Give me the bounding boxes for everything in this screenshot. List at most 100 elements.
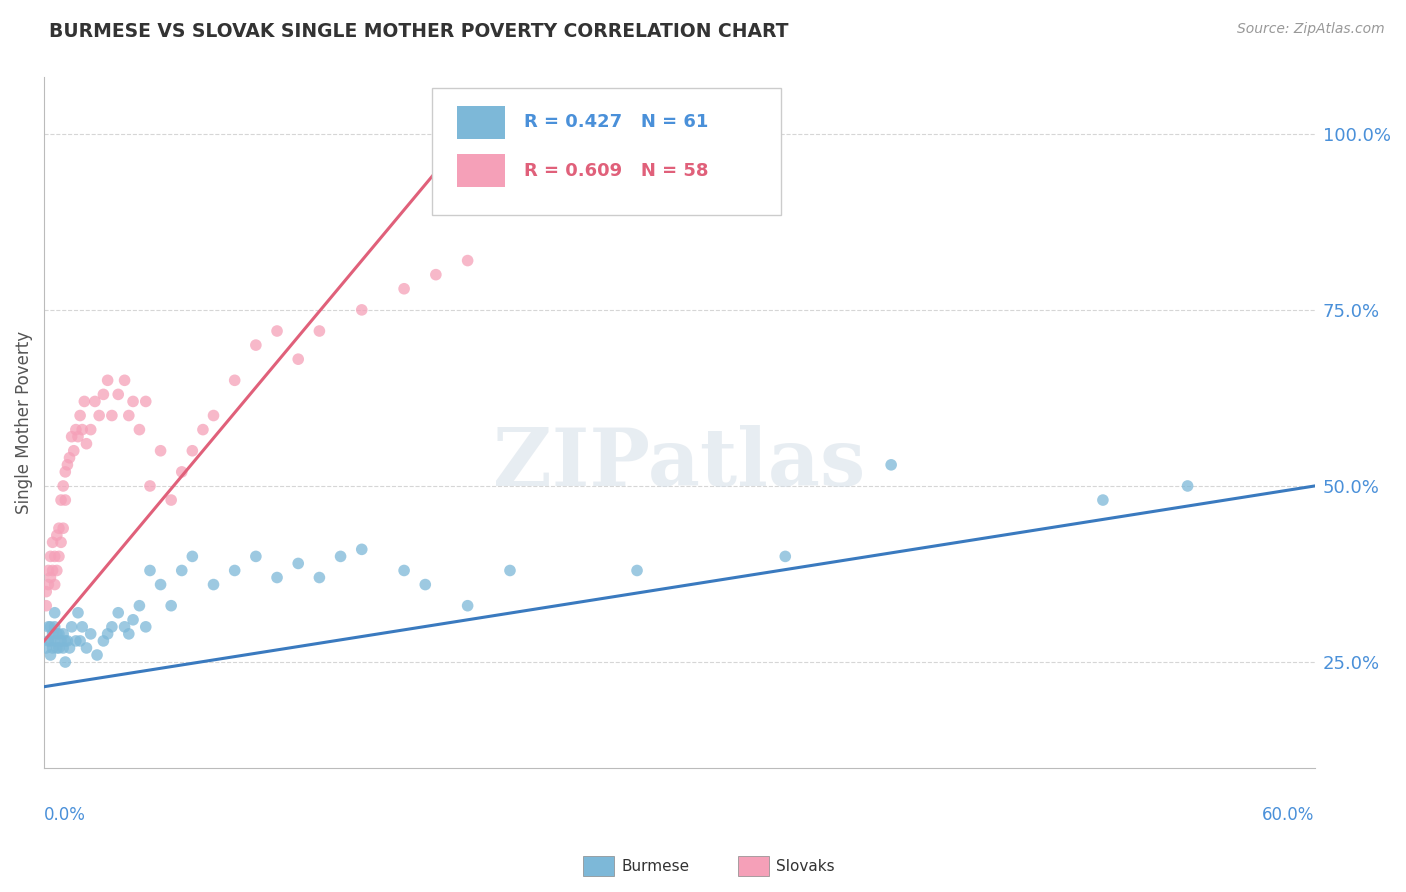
- Point: [48, 640, 70, 655]
- Point: [39, 570, 62, 584]
- Point: [114, 620, 136, 634]
- FancyBboxPatch shape: [457, 154, 505, 187]
- Point: [60, 430, 83, 444]
- Point: [80, 627, 103, 641]
- Point: [350, 302, 373, 317]
- Point: [1177, 479, 1199, 493]
- Point: [128, 599, 150, 613]
- Point: [350, 542, 373, 557]
- Point: [202, 577, 225, 591]
- Point: [266, 324, 288, 338]
- Point: [39, 549, 62, 564]
- Point: [308, 324, 330, 338]
- FancyBboxPatch shape: [432, 87, 782, 216]
- Point: [160, 493, 183, 508]
- Point: [107, 606, 129, 620]
- Point: [75, 436, 97, 450]
- Text: R = 0.427   N = 61: R = 0.427 N = 61: [524, 113, 709, 131]
- Point: [139, 479, 162, 493]
- Point: [160, 599, 183, 613]
- Point: [80, 423, 103, 437]
- Point: [58, 640, 80, 655]
- Text: 0.0%: 0.0%: [44, 805, 86, 823]
- Point: [56, 458, 79, 472]
- Point: [118, 627, 141, 641]
- Point: [170, 465, 193, 479]
- Point: [39, 634, 62, 648]
- Point: [37, 564, 59, 578]
- Point: [41, 564, 63, 578]
- Point: [97, 373, 120, 387]
- Point: [60, 620, 83, 634]
- Point: [45, 640, 67, 655]
- Point: [224, 373, 246, 387]
- Point: [245, 338, 267, 352]
- Point: [35, 584, 58, 599]
- Point: [122, 613, 145, 627]
- Point: [69, 634, 91, 648]
- Point: [49, 535, 72, 549]
- Point: [101, 409, 124, 423]
- Point: [308, 570, 330, 584]
- Text: Slovaks: Slovaks: [776, 859, 835, 873]
- Point: [62, 443, 84, 458]
- Point: [45, 627, 67, 641]
- Point: [39, 620, 62, 634]
- Point: [45, 528, 67, 542]
- Point: [329, 549, 352, 564]
- Point: [287, 557, 309, 571]
- Point: [52, 627, 75, 641]
- Point: [53, 655, 76, 669]
- Point: [35, 599, 58, 613]
- Point: [181, 549, 204, 564]
- Point: [53, 493, 76, 508]
- Point: [52, 521, 75, 535]
- Point: [44, 634, 66, 648]
- Point: [89, 409, 111, 423]
- Point: [48, 549, 70, 564]
- Point: [392, 564, 415, 578]
- Point: [135, 620, 157, 634]
- Point: [52, 479, 75, 493]
- Point: [37, 577, 59, 591]
- Point: [41, 640, 63, 655]
- Point: [48, 521, 70, 535]
- Point: [66, 430, 89, 444]
- Point: [191, 423, 214, 437]
- Point: [37, 634, 59, 648]
- Point: [114, 373, 136, 387]
- Point: [266, 570, 288, 584]
- Point: [626, 564, 648, 578]
- Point: [39, 648, 62, 662]
- Point: [41, 535, 63, 549]
- Point: [139, 564, 162, 578]
- Point: [69, 409, 91, 423]
- Point: [45, 564, 67, 578]
- Point: [65, 634, 87, 648]
- Point: [52, 640, 75, 655]
- Text: BURMESE VS SLOVAK SINGLE MOTHER POVERTY CORRELATION CHART: BURMESE VS SLOVAK SINGLE MOTHER POVERTY …: [49, 22, 789, 41]
- Point: [65, 423, 87, 437]
- Point: [73, 394, 96, 409]
- Y-axis label: Single Mother Poverty: Single Mother Poverty: [15, 331, 32, 514]
- Point: [70, 620, 93, 634]
- Text: Source: ZipAtlas.com: Source: ZipAtlas.com: [1237, 22, 1385, 37]
- Point: [58, 450, 80, 465]
- Text: 60.0%: 60.0%: [1263, 805, 1315, 823]
- Point: [181, 443, 204, 458]
- Point: [457, 599, 479, 613]
- Point: [44, 620, 66, 634]
- Point: [224, 564, 246, 578]
- Point: [287, 352, 309, 367]
- Point: [118, 409, 141, 423]
- Point: [457, 253, 479, 268]
- Point: [97, 627, 120, 641]
- Point: [425, 268, 447, 282]
- Point: [149, 577, 172, 591]
- Point: [775, 549, 797, 564]
- Point: [499, 564, 522, 578]
- Text: R = 0.609   N = 58: R = 0.609 N = 58: [524, 161, 709, 179]
- Point: [101, 620, 124, 634]
- Point: [880, 458, 903, 472]
- Point: [49, 634, 72, 648]
